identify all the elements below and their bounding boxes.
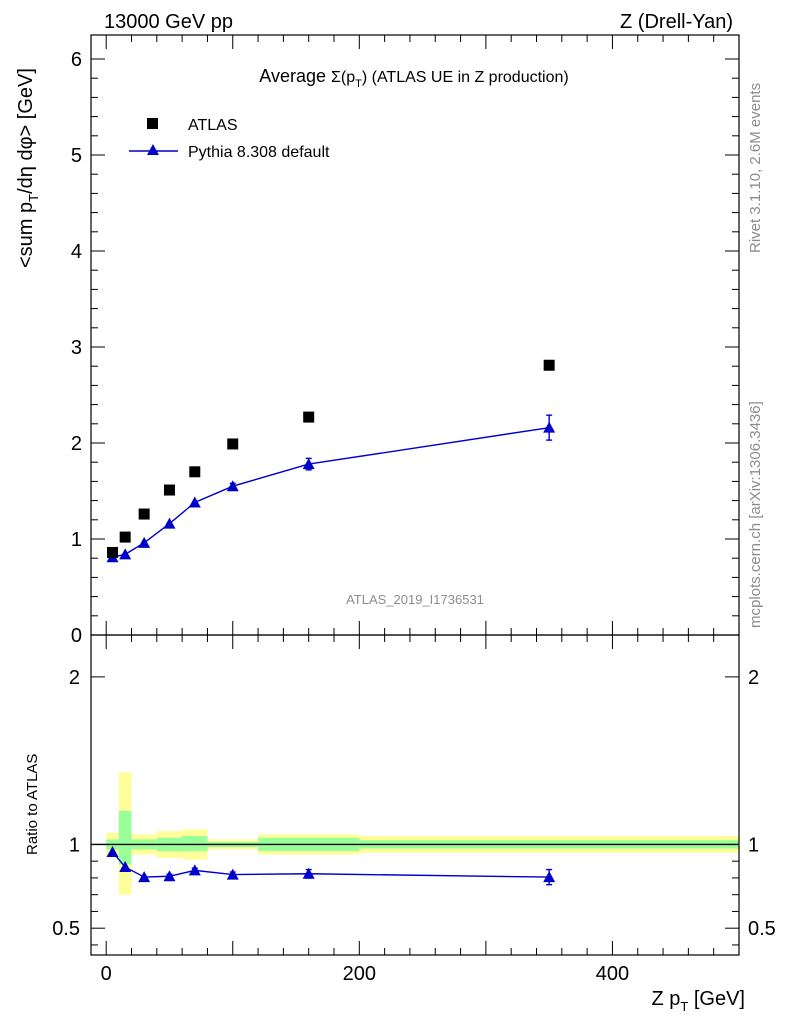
title-prefix: Average bbox=[259, 66, 331, 86]
ratio-mc-point bbox=[119, 861, 132, 873]
xlabel-rest: [GeV] bbox=[688, 988, 745, 1010]
main-ytick-label: 4 bbox=[71, 241, 82, 263]
atlas-point bbox=[107, 546, 119, 558]
main-ytick-label: 0 bbox=[71, 625, 82, 647]
title-sub: T bbox=[355, 78, 362, 90]
ratio-band-inner bbox=[118, 810, 132, 865]
xlabel-main: Z p bbox=[651, 988, 680, 1010]
main-ytick-label: 1 bbox=[71, 529, 82, 551]
analysis-watermark: ATLAS_2019_I1736531 bbox=[346, 592, 484, 607]
ratio-mc-point bbox=[543, 871, 556, 883]
ratio-frame bbox=[90, 634, 740, 956]
ratio-mc-point bbox=[138, 871, 151, 883]
main-data-marks bbox=[106, 359, 556, 563]
mc-point bbox=[226, 480, 239, 492]
ratio-xtick-label: 400 bbox=[596, 963, 629, 985]
ratio-mc-point bbox=[188, 864, 201, 876]
atlas-point bbox=[163, 484, 175, 496]
mc-point bbox=[163, 517, 176, 529]
ratio-ytick-label-right: 0.5 bbox=[748, 918, 776, 940]
ratio-ytick-label-left: 2 bbox=[69, 667, 80, 689]
legend-marker-mc bbox=[147, 144, 159, 155]
header-process: Z (Drell-Yan) bbox=[620, 11, 733, 33]
atlas-point bbox=[543, 359, 555, 371]
mc-point bbox=[302, 458, 315, 470]
atlas-point bbox=[303, 411, 315, 423]
ratio-panel: 0.5 0.5 1 1 2 2 0 200 400 Ratio to ATLAS Z pT [G… bbox=[24, 634, 776, 1014]
legend-marker-data bbox=[147, 118, 158, 129]
mc-point bbox=[119, 548, 132, 560]
ratio-mc-point bbox=[106, 845, 119, 857]
legend-label-data: ATLAS bbox=[188, 117, 238, 134]
main-ytick-label: 5 bbox=[71, 145, 82, 167]
mc-point bbox=[188, 496, 201, 508]
atlas-point bbox=[227, 438, 239, 450]
xlabel-sub: T bbox=[680, 999, 688, 1014]
atlas-point bbox=[138, 508, 150, 520]
ratio-xtick-label: 200 bbox=[343, 963, 376, 985]
ratio-uncertainty-bands bbox=[91, 772, 739, 895]
legend: ATLAS Pythia 8.308 default bbox=[129, 117, 330, 161]
header-collision: 13000 GeV pp bbox=[104, 11, 233, 33]
ratio-axis-ticks: 0.5 0.5 1 1 2 2 0 200 400 bbox=[52, 635, 776, 985]
title-sigma: Σ(p bbox=[331, 69, 355, 86]
ratio-mc-point bbox=[163, 870, 176, 882]
title-suffix: ) (ATLAS UE in Z production) bbox=[362, 69, 569, 86]
rivet-info: Rivet 3.1.10, 2.6M events bbox=[747, 83, 764, 253]
ratio-ylabel: Ratio to ATLAS bbox=[24, 754, 41, 855]
ylabel-main: <sum p bbox=[15, 202, 37, 268]
mc-line bbox=[112, 426, 550, 558]
atlas-point bbox=[189, 466, 201, 478]
atlas-point bbox=[119, 531, 131, 543]
ratio-xlabel: Z pT [GeV] bbox=[651, 988, 745, 1014]
ratio-band-inner bbox=[182, 836, 208, 852]
ratio-xtick-label: 0 bbox=[101, 963, 112, 985]
ratio-ytick-label-left: 1 bbox=[69, 834, 80, 856]
main-axis-ticks: 0 1 2 3 4 5 6 bbox=[71, 35, 740, 647]
legend-label-mc: Pythia 8.308 default bbox=[188, 144, 330, 161]
main-title: Average Σ(pT) (ATLAS UE in Z production) bbox=[259, 66, 568, 90]
ratio-mc-point bbox=[302, 867, 315, 879]
ratio-data-marks bbox=[106, 845, 556, 886]
main-ylabel: <sum pT/dη dφ> [GeV] bbox=[15, 68, 41, 268]
ratio-ytick-label-right: 1 bbox=[748, 834, 759, 856]
ylabel-rest: /dη dφ> [GeV] bbox=[15, 68, 37, 194]
mcplots-info: mcplots.cern.ch [arXiv:1306.3436] bbox=[747, 401, 764, 628]
ylabel-sub: T bbox=[26, 194, 41, 202]
ratio-mc-point bbox=[226, 868, 239, 880]
mc-point bbox=[138, 536, 151, 548]
main-ytick-label: 3 bbox=[71, 337, 82, 359]
mc-point bbox=[543, 421, 556, 433]
ratio-ytick-label-left: 0.5 bbox=[52, 918, 80, 940]
main-ytick-label: 6 bbox=[71, 49, 82, 71]
main-ytick-label: 2 bbox=[71, 433, 82, 455]
ratio-ytick-label-right: 2 bbox=[748, 667, 759, 689]
